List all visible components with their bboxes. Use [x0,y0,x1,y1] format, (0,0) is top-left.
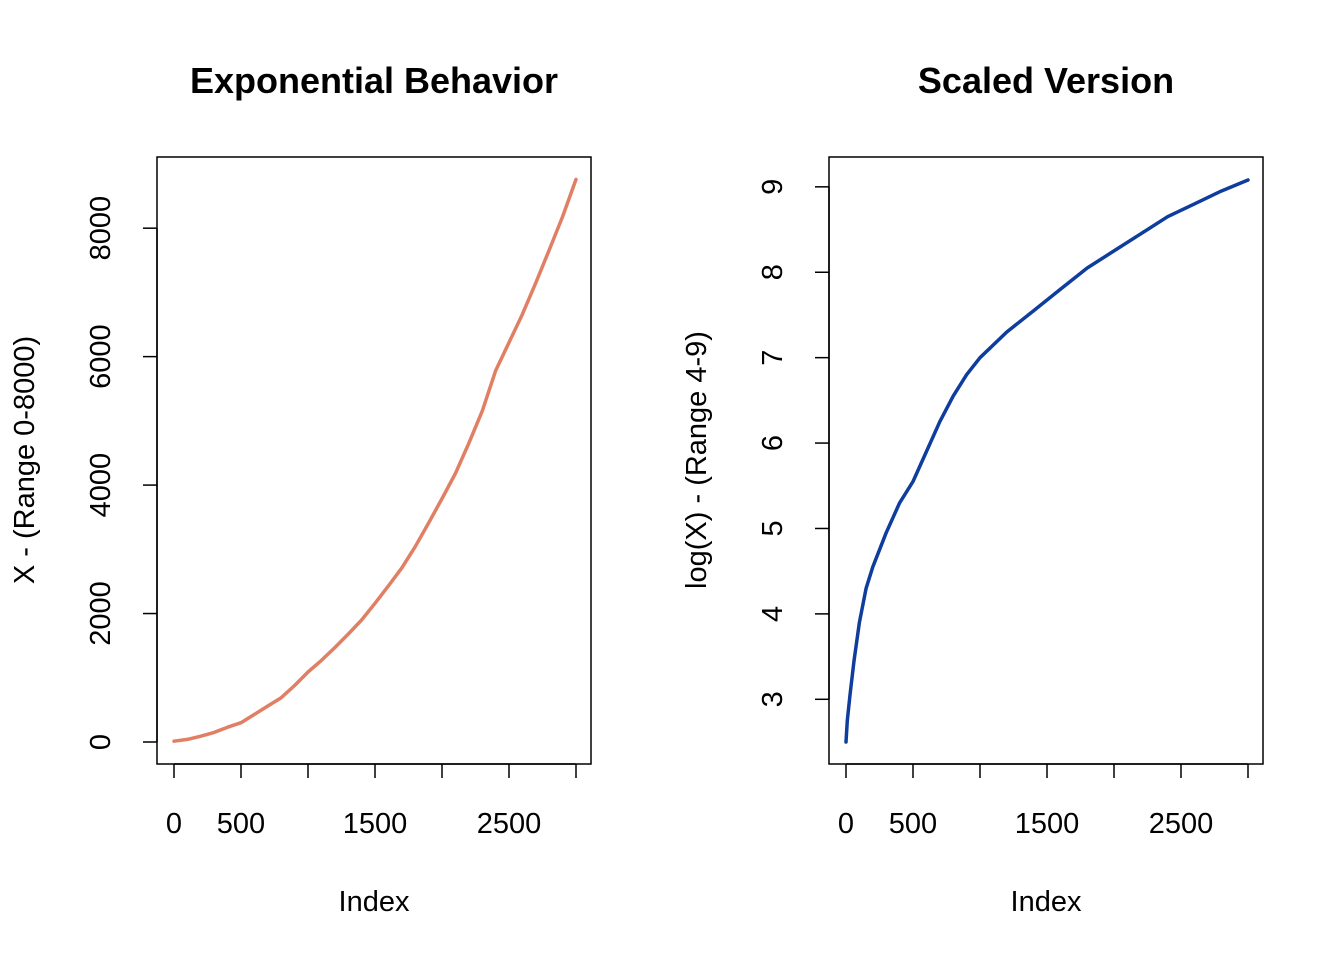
series-line-0 [844,178,1250,744]
x-tick-label: 0 [166,808,182,840]
x-tick-label: 500 [217,808,265,840]
y-tick-label: 7 [757,350,789,366]
data-layer: 0 500 1500 2500 3 4 5 6 7 8 9 [757,178,1250,840]
chart-title: Exponential Behavior [190,60,558,101]
x-axis-label: Index [1011,886,1082,918]
x-tick-label: 500 [889,808,937,840]
y-axis: 0 2000 4000 6000 8000 [85,196,158,750]
y-tick-label: 3 [757,691,789,707]
y-tick-label: 0 [85,734,117,750]
x-tick-label: 2500 [477,808,542,840]
x-axis: 0 500 1500 2500 [166,763,577,840]
chart-title: Scaled Version [918,60,1174,101]
y-tick-label: 8 [757,264,789,280]
y-tick-label: 6 [757,435,789,451]
series-line-0 [172,177,578,743]
x-axis: 0 500 1500 2500 [838,763,1249,840]
panel-scaled: Scaled Version 0 500 1500 2500 3 4 5 6 7 8 9 Index… [681,60,1264,918]
x-tick-label: 1500 [343,808,408,840]
y-axis: 3 4 5 6 7 8 9 [757,179,830,707]
y-tick-label: 6000 [85,324,117,389]
plot-frame [828,156,1264,765]
plot-frame [156,156,592,765]
y-tick-label: 5 [757,520,789,536]
y-tick-label: 4 [757,606,789,622]
panel-exponential: Exponential Behavior 0 500 1500 2500 0 2000 40… [9,60,592,918]
x-tick-label: 0 [838,808,854,840]
x-tick-label: 2500 [1149,808,1214,840]
y-axis-label: X - (Range 0-8000) [9,336,41,584]
y-tick-label: 9 [757,179,789,195]
y-tick-label: 2000 [85,581,117,646]
y-tick-label: 8000 [85,196,117,261]
data-layer: 0 500 1500 2500 0 2000 4000 6000 8000 [85,177,578,840]
y-axis-label: log(X) - (Range 4-9) [681,331,713,589]
x-axis-label: Index [339,886,410,918]
x-tick-label: 1500 [1015,808,1080,840]
y-tick-label: 4000 [85,453,117,518]
